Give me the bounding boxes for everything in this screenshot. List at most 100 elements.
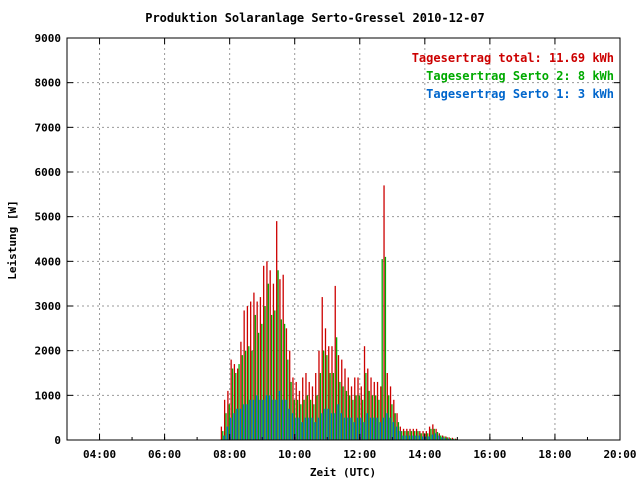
bar-series-3 [360, 417, 362, 440]
bar-series-2 [420, 433, 422, 440]
bar-series-3 [308, 417, 310, 440]
bar-series-2 [326, 355, 328, 440]
bar-series-2 [274, 310, 276, 440]
bar-series-2 [407, 431, 409, 440]
bars [220, 185, 460, 440]
bar-series-2 [430, 428, 432, 440]
bar-series-2 [277, 270, 279, 440]
bar-series-3 [243, 404, 245, 440]
y-tick-label: 1000 [35, 389, 62, 402]
plot-frame [66, 37, 621, 441]
bar-series-2 [365, 373, 367, 440]
bar-series-1 [324, 328, 327, 440]
bar-series-1 [344, 368, 346, 440]
y-axis-label: Leistung [W] [6, 200, 19, 279]
bar-series-2 [303, 399, 305, 440]
bar-series-2 [371, 395, 374, 440]
legend-entry: Tagesertrag total: 11.69 kWh [412, 51, 614, 65]
bar-series-3 [252, 399, 255, 440]
bar-series-2 [391, 404, 393, 440]
x-tick-label: 08:00 [213, 448, 246, 461]
bar-series-2 [254, 314, 256, 440]
bar-series-2 [335, 337, 338, 440]
bar-series-3 [353, 422, 355, 440]
y-tick-label: 7000 [35, 121, 62, 134]
legend: Tagesertrag total: 11.69 kWh Tagesertrag … [412, 51, 614, 101]
bar-series-2 [309, 399, 312, 440]
bar-series-3 [340, 413, 342, 440]
bar-series-2 [443, 436, 445, 440]
bar-series-2 [222, 431, 224, 440]
bar-series-2 [251, 350, 253, 440]
bar-series-2 [270, 314, 273, 440]
bar-series-2 [440, 435, 442, 440]
bar-series-2 [257, 332, 260, 440]
bar-series-1 [357, 377, 359, 440]
bar-series-2 [244, 350, 247, 440]
bar-series-1 [347, 377, 349, 440]
bar-series-3 [226, 426, 229, 440]
bar-series-3 [402, 435, 404, 440]
bar-series-2 [446, 437, 448, 440]
bar-series-2 [394, 413, 396, 440]
bar-series-1 [311, 386, 314, 440]
bar-series-2 [287, 359, 289, 440]
bar-series-3 [421, 436, 424, 440]
bar-series-3 [418, 435, 421, 440]
bar-series-1 [422, 431, 424, 440]
bar-series-1 [328, 346, 330, 440]
y-tick-label: 0 [54, 434, 61, 447]
bar-series-3 [408, 435, 411, 440]
bar-series-2 [378, 399, 380, 440]
bar-series-1 [367, 368, 369, 440]
bar-series-1 [263, 265, 265, 440]
x-tick-label: 16:00 [473, 448, 506, 461]
bar-series-1 [341, 359, 343, 440]
bar-series-2 [436, 431, 439, 440]
y-tick-label: 3000 [35, 300, 62, 313]
bar-series-1 [295, 381, 297, 440]
bar-series-2 [362, 399, 364, 440]
bar-series-3 [291, 413, 294, 440]
bar-series-3 [239, 408, 242, 440]
bar-series-2 [264, 306, 266, 440]
bar-series-2 [231, 368, 234, 440]
bar-series-3 [369, 417, 372, 440]
bar-series-1 [223, 399, 226, 440]
bar-series-2 [300, 404, 302, 440]
x-axis-label: Zeit (UTC) [310, 466, 376, 479]
bar-series-3 [428, 436, 430, 440]
bar-series-2 [375, 395, 377, 440]
bar-series-2 [290, 381, 292, 440]
bar-series-3 [441, 437, 443, 440]
bar-series-3 [246, 404, 248, 440]
bar-series-3 [265, 395, 268, 440]
y-tick-label: 6000 [35, 166, 62, 179]
bar-series-2 [410, 431, 413, 440]
bar-series-2 [280, 319, 282, 440]
bar-series-2 [248, 346, 250, 440]
bar-series-3 [389, 417, 391, 440]
y-tick-label: 5000 [35, 211, 62, 224]
bar-series-3 [321, 413, 323, 440]
bar-series-2 [427, 433, 429, 440]
bar-series-1 [220, 426, 223, 440]
bar-series-2 [397, 422, 400, 440]
bar-series-1 [412, 428, 414, 440]
bar-series-2 [293, 399, 296, 440]
bar-series-1 [318, 350, 320, 440]
bar-series-3 [327, 408, 329, 440]
bar-series-2 [241, 355, 243, 440]
bar-series-3 [278, 390, 281, 440]
bar-series-1 [370, 377, 372, 440]
bar-series-2 [332, 373, 335, 440]
bar-series-3 [343, 417, 346, 440]
bar-series-1 [305, 373, 307, 440]
bar-series-2 [316, 395, 318, 440]
bar-series-2 [453, 438, 455, 440]
bar-series-1 [373, 381, 375, 440]
bar-series-2 [283, 323, 286, 440]
bar-series-2 [449, 438, 452, 440]
bar-series-2 [368, 390, 370, 440]
bar-series-1 [337, 355, 340, 440]
